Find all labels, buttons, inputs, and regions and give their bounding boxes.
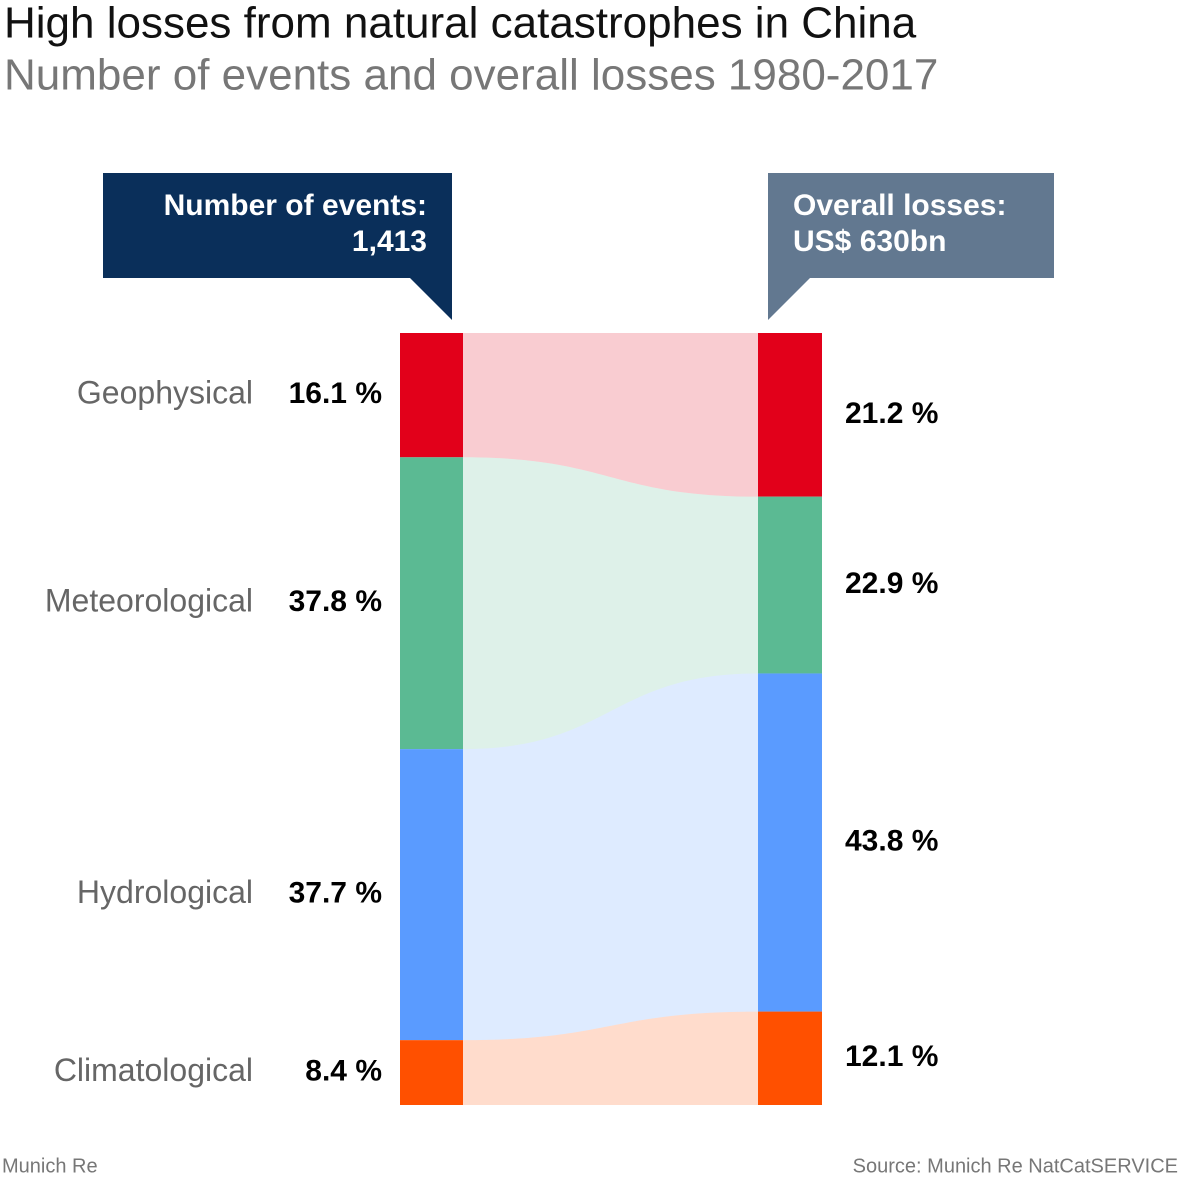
value-label: 21.2 %	[845, 397, 938, 430]
value-label: 16.1 %	[289, 377, 382, 410]
footer-left: Munich Re	[2, 1155, 98, 1177]
bar-segment	[400, 333, 463, 458]
bar-segment	[758, 333, 822, 497]
footer-right: Source: Munich Re NatCatSERVICE	[853, 1155, 1178, 1177]
flow	[463, 333, 758, 497]
bar-segment	[400, 457, 463, 750]
category-label: Climatological	[54, 1052, 253, 1088]
value-label: 8.4 %	[305, 1054, 382, 1087]
chart-title: High losses from natural catastrophes in…	[4, 0, 917, 48]
category-label: Geophysical	[77, 375, 253, 411]
header-box	[768, 173, 1054, 278]
header-label: Overall losses:	[793, 189, 1006, 222]
category-label: Hydrological	[77, 874, 253, 910]
bar-segment	[758, 1011, 822, 1105]
header-pointer	[768, 278, 810, 320]
chart-subtitle: Number of events and overall losses 1980…	[4, 51, 938, 100]
value-label: 37.7 %	[289, 877, 382, 910]
header-total: US$ 630bn	[793, 225, 946, 258]
bar-segment	[400, 1040, 463, 1105]
value-label: 12.1 %	[845, 1040, 938, 1073]
header-total: 1,413	[352, 225, 427, 258]
flow	[463, 1011, 758, 1105]
bar-segment	[758, 673, 822, 1012]
value-label: 43.8 %	[845, 824, 938, 857]
header-box	[103, 173, 452, 278]
header-pointer	[410, 278, 452, 320]
bar-segment	[758, 496, 822, 674]
value-label: 37.8 %	[289, 585, 382, 618]
flow	[463, 457, 758, 750]
value-label: 22.9 %	[845, 567, 938, 600]
category-label: Meteorological	[45, 583, 253, 619]
header-label: Number of events:	[164, 189, 427, 222]
bar-segment	[400, 749, 463, 1041]
flow	[463, 673, 758, 1041]
